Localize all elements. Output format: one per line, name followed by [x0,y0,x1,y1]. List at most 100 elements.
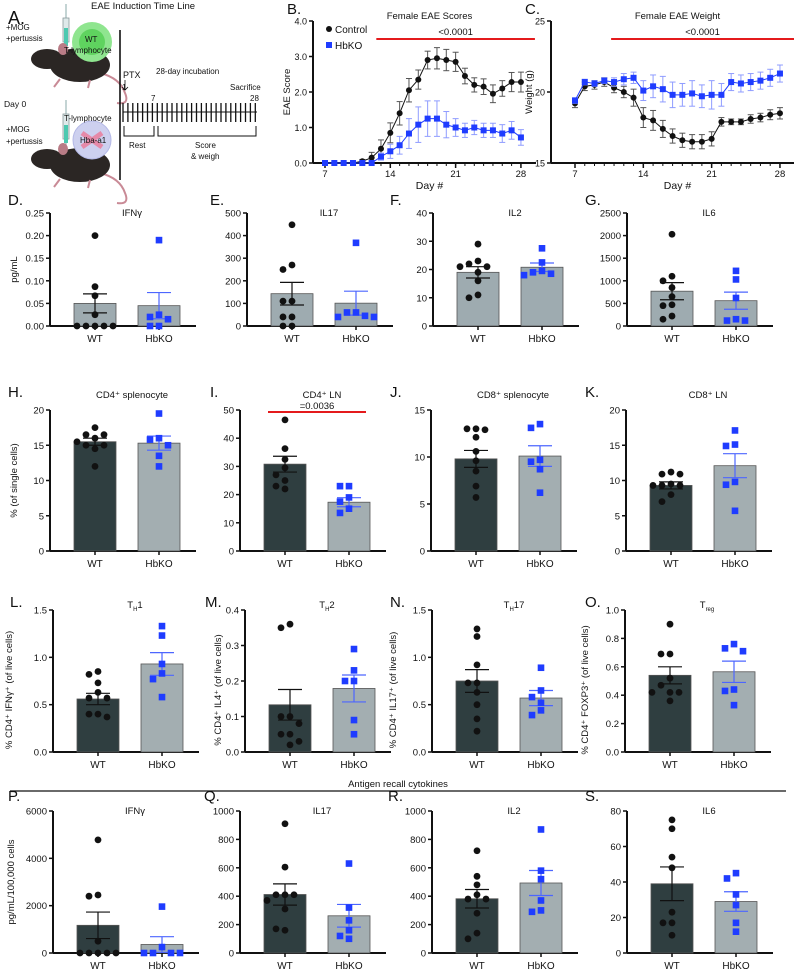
data-point [461,127,468,134]
data-point [776,110,783,117]
data-point [103,949,111,957]
data-point [146,436,154,443]
title-main: CD8⁺ LN [689,390,728,401]
x-tick-label: HbKO [722,334,749,345]
x-tick-label: 7 [572,169,577,180]
series-control [572,77,783,150]
data-point [91,434,99,442]
data-point [91,463,99,470]
panel-letter: M. [205,594,222,611]
y-tick-label: 1.5 [34,606,47,617]
label: & weigh [191,152,219,161]
data-point [82,431,90,439]
data-point [281,891,289,899]
data-point [718,118,725,125]
y-tick-label: 1.0 [34,653,47,664]
data-point [279,322,287,330]
panel-j: J. CD8⁺ splenocyte 0 5 10 15 WT HbKO [390,384,577,570]
data-point [94,836,102,844]
group-wt: WT [455,847,499,972]
data-point [91,322,99,330]
data-point [465,260,473,268]
data-point [741,317,749,324]
data-point [279,297,287,305]
y-tick-label: 0.6 [606,662,619,673]
y-tick-label: 6000 [26,807,47,818]
y-tick-label: 20 [33,406,44,417]
data-point [666,688,674,696]
data-point [290,891,298,899]
data-point [698,93,705,100]
data-point [536,489,544,497]
title-subscript: reg [706,607,715,613]
data-point [731,478,739,486]
data-point [167,949,175,957]
data-point [591,80,598,87]
y-axis-label: % CD4⁺ FOXP3⁺ (of live cells) [580,625,591,754]
data-point [91,311,99,319]
y-axis-label: % CD4⁺ IFNγ⁺ (of live cells) [4,631,15,749]
data-point [668,312,676,320]
y-tick-label: 20 [223,490,234,501]
label: +MOG [6,125,30,134]
data-point [377,145,384,152]
panel-letter: K. [585,384,599,401]
data-point [100,322,108,330]
data-point [100,441,108,449]
data-point [737,80,744,87]
y-tick-label: 0.2 [226,677,239,688]
title-subscript: H [325,607,329,613]
title-main: IL17 [313,806,332,817]
data-point [361,312,369,320]
data-point [732,901,740,909]
data-point [472,447,480,455]
data-point [474,268,482,276]
data-point [73,438,81,446]
y-tick-label: 500 [605,299,621,310]
label: Score [195,141,216,150]
data-point [94,891,102,899]
data-point [731,507,739,515]
bar [140,663,184,753]
group-hbko: HbKO [140,622,184,771]
group-wt: WT [454,425,498,570]
y-tick-label: 40 [416,209,427,220]
y-axis-label: % CD4⁺ IL4⁺ (of live cells) [213,634,224,745]
label: 1 [122,83,127,92]
panel-letter: N. [390,594,405,611]
panel-letter: J. [390,384,402,401]
group-wt: WT [270,221,314,345]
panel-title: EAE Induction Time Line [91,1,195,12]
data-point [155,410,163,417]
mouse-tail [99,72,128,105]
data-point [286,713,294,720]
title-main: CD4⁺ splenocyte [96,390,168,401]
data-point [100,431,108,439]
label: 7 [151,94,156,103]
data-point [499,130,506,137]
data-point [349,160,356,166]
data-point [158,632,166,639]
data-point [676,470,684,478]
y-axis-label: pg/mL [9,256,20,282]
x-tick-label: WT [277,559,293,570]
rest-bracket [123,126,155,137]
panel-i: I. CD4⁺ LN 0 10 20 30 40 50 WT HbKO =0.0036 [210,384,386,570]
data-point [452,124,459,131]
data-point [281,477,289,484]
title-main: IL2 [508,208,521,219]
data-point [281,445,289,453]
y-tick-label: 20 [416,265,427,276]
data-point [288,322,296,330]
panel-m: M. TH2 0.0 0.1 0.2 0.3 0.4 % CD4⁺ IL4⁺ (of live… [205,594,391,771]
data-point [91,424,99,432]
data-point [508,79,515,86]
data-point [658,482,666,489]
y-tick-label: 30 [223,462,234,473]
data-point [537,897,545,904]
data-point [94,949,102,957]
data-point [345,860,353,867]
mouse-ear [58,143,68,155]
data-point [747,79,754,86]
group-wt: WT [650,816,694,972]
